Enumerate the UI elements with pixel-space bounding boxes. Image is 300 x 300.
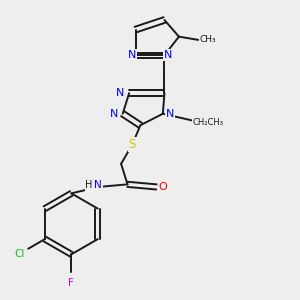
Text: O: O <box>158 182 167 192</box>
Text: N: N <box>110 109 118 119</box>
Text: N: N <box>164 50 172 60</box>
Text: H: H <box>85 180 93 190</box>
Text: S: S <box>129 138 136 151</box>
Text: CH₃: CH₃ <box>200 35 216 44</box>
Text: Cl: Cl <box>15 249 25 259</box>
Text: N: N <box>166 109 174 119</box>
Text: N: N <box>94 180 102 190</box>
Text: CH₂CH₃: CH₂CH₃ <box>192 118 223 127</box>
Text: N: N <box>128 50 136 60</box>
Text: F: F <box>68 278 74 288</box>
Text: N: N <box>116 88 124 98</box>
